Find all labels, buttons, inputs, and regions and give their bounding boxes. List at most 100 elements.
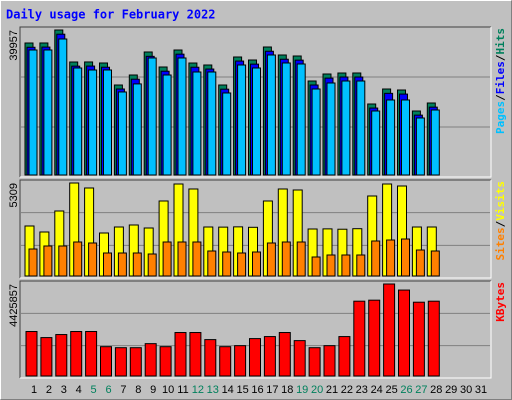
bar bbox=[252, 251, 261, 277]
bar bbox=[326, 254, 336, 277]
x-tick-label: 3 bbox=[61, 384, 67, 396]
bar bbox=[132, 83, 142, 176]
x-tick-label: 10 bbox=[162, 384, 174, 396]
legend-entry: Files bbox=[494, 61, 507, 94]
y-tick-label: 39957 bbox=[8, 30, 20, 61]
bar bbox=[192, 241, 202, 277]
bar bbox=[353, 300, 366, 377]
panel-frame bbox=[20, 281, 492, 379]
legend-entry: Sites bbox=[494, 227, 507, 260]
legend: Sites/Visits bbox=[494, 181, 507, 261]
bar bbox=[43, 49, 53, 176]
x-tick-label: 15 bbox=[236, 384, 248, 396]
bar bbox=[341, 80, 351, 176]
bar bbox=[103, 69, 112, 176]
bar bbox=[371, 240, 381, 277]
x-tick-label: 7 bbox=[120, 384, 126, 396]
bar bbox=[341, 254, 351, 277]
x-tick-label: 26 bbox=[400, 384, 412, 396]
legend-separator: / bbox=[494, 54, 507, 61]
bar bbox=[249, 338, 261, 377]
bar bbox=[430, 109, 440, 176]
legend-separator: / bbox=[494, 94, 507, 101]
bar bbox=[207, 250, 217, 277]
x-tick-label: 4 bbox=[76, 384, 82, 396]
x-tick-label: 29 bbox=[445, 384, 457, 396]
bar bbox=[293, 340, 306, 377]
bar bbox=[129, 347, 142, 377]
x-tick-label: 1 bbox=[31, 384, 37, 396]
bar bbox=[40, 337, 53, 377]
bar bbox=[266, 242, 276, 277]
x-tick-label: 2 bbox=[46, 384, 52, 396]
bar bbox=[338, 336, 351, 377]
x-tick-label: 16 bbox=[251, 384, 263, 396]
bar bbox=[386, 239, 396, 277]
bar bbox=[323, 345, 336, 377]
bar bbox=[58, 38, 68, 176]
x-tick-label: 6 bbox=[105, 384, 111, 396]
bar bbox=[25, 331, 38, 377]
bar bbox=[147, 253, 157, 277]
bar bbox=[192, 71, 202, 176]
bar bbox=[415, 117, 425, 176]
panel-frame bbox=[19, 280, 491, 378]
bar bbox=[296, 63, 306, 176]
bar bbox=[88, 242, 98, 277]
y-tick-label: 5309 bbox=[8, 183, 20, 207]
bar bbox=[237, 64, 247, 176]
panel-frame bbox=[20, 180, 492, 279]
bar bbox=[144, 343, 157, 377]
panel-frame bbox=[19, 179, 491, 278]
bar bbox=[296, 241, 306, 277]
bar bbox=[100, 346, 112, 377]
bar bbox=[103, 252, 112, 277]
bar bbox=[326, 82, 336, 176]
x-tick-label: 31 bbox=[475, 384, 487, 396]
bar bbox=[252, 67, 261, 176]
legend-entry: Hits bbox=[494, 28, 507, 55]
x-tick-label: 5 bbox=[91, 384, 97, 396]
bar bbox=[356, 254, 366, 277]
legend-entry: Pages bbox=[494, 101, 507, 134]
x-tick-label: 12 bbox=[192, 384, 204, 396]
panel-frame bbox=[19, 26, 491, 177]
bar bbox=[401, 238, 410, 277]
bar bbox=[266, 54, 276, 176]
x-tick-label: 13 bbox=[207, 384, 219, 396]
bar bbox=[114, 347, 127, 377]
bar bbox=[162, 74, 172, 176]
bar bbox=[222, 251, 232, 277]
bar bbox=[159, 346, 172, 377]
x-tick-label: 30 bbox=[460, 384, 472, 396]
bar bbox=[386, 99, 396, 176]
x-tick-label: 19 bbox=[296, 384, 308, 396]
bar bbox=[222, 92, 232, 176]
bar bbox=[281, 241, 291, 277]
bar bbox=[401, 99, 410, 176]
bar bbox=[58, 245, 68, 277]
legend-entry: Visits bbox=[494, 181, 507, 221]
bar bbox=[430, 250, 440, 277]
chart-title: Daily usage for February 2022 bbox=[6, 8, 216, 22]
x-tick-label: 18 bbox=[281, 384, 293, 396]
bar bbox=[70, 331, 83, 377]
bar bbox=[73, 67, 83, 176]
x-tick-label: 28 bbox=[430, 384, 442, 396]
bar bbox=[398, 289, 410, 377]
bar bbox=[204, 339, 217, 377]
bar bbox=[55, 334, 68, 377]
bar bbox=[308, 347, 321, 377]
bar bbox=[28, 248, 38, 277]
x-tick-label: 21 bbox=[326, 384, 338, 396]
bar bbox=[263, 336, 276, 377]
bar bbox=[117, 252, 127, 277]
bar bbox=[189, 332, 202, 377]
bar bbox=[219, 346, 232, 377]
legend-entry: KBytes bbox=[494, 282, 507, 322]
x-tick-label: 25 bbox=[385, 384, 397, 396]
y-tick-label: 4425857 bbox=[8, 284, 20, 327]
legend-separator: / bbox=[494, 220, 507, 227]
x-tick-label: 14 bbox=[222, 384, 234, 396]
